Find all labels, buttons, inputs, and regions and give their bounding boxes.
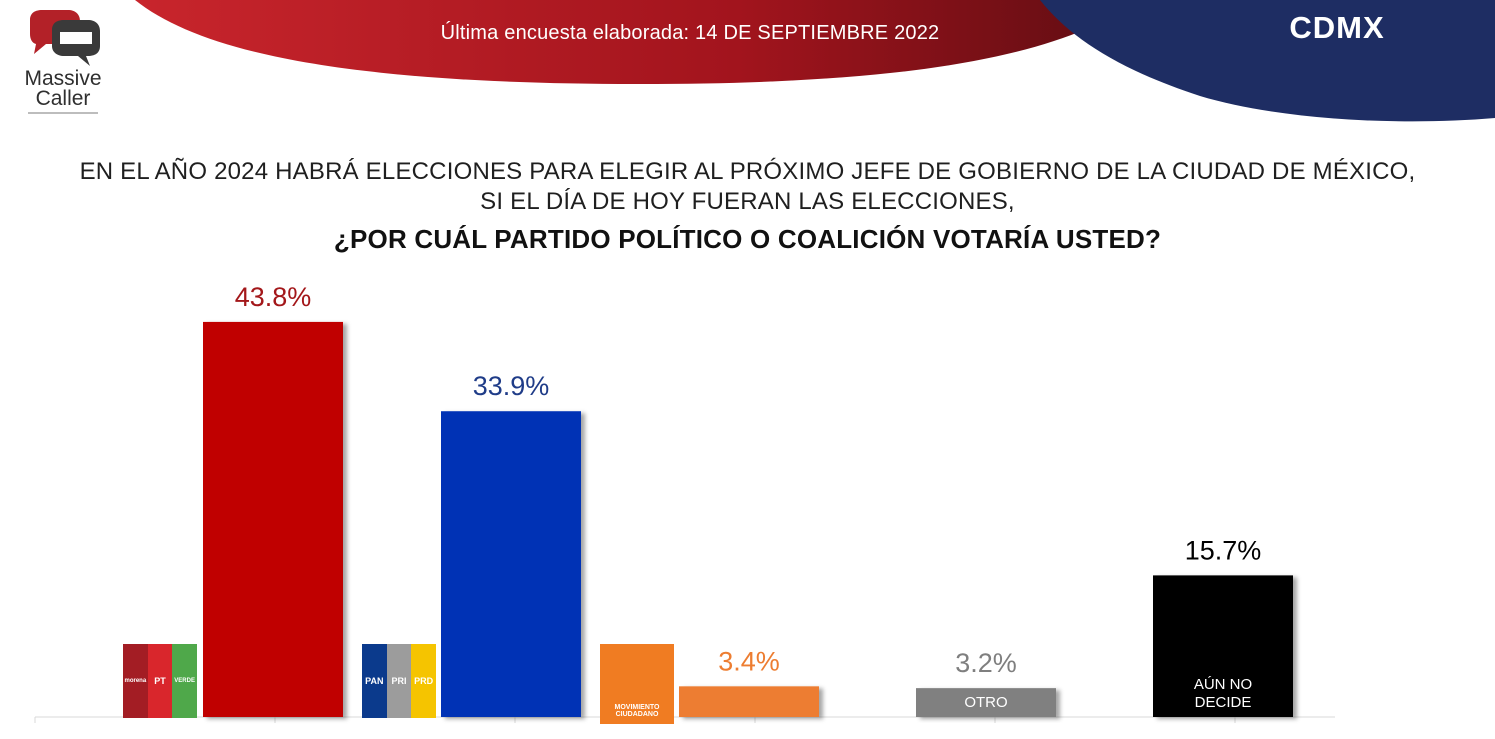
party-logo-segment: PRD <box>411 644 436 718</box>
brand-logo: Massive Caller <box>8 8 118 118</box>
bar-3 <box>679 686 819 717</box>
value-label-4: 3.2% <box>955 648 1017 678</box>
pan-pri-prd-logo: PAN PRI PRD <box>362 644 436 718</box>
inside-label-4: OTRO <box>964 694 1007 711</box>
party-logo-segment: VERDE <box>172 644 197 718</box>
party-logo-segment: MOVIMIENTO CIUDADANO <box>600 644 674 724</box>
party-logo-segment: morena <box>123 644 148 718</box>
value-label-2: 33.9% <box>473 371 550 401</box>
bar-4 <box>916 688 1056 717</box>
value-label-3: 3.4% <box>718 646 780 676</box>
question-line-3: ¿POR CUÁL PARTIDO POLÍTICO O COALICIÓN V… <box>333 224 1162 254</box>
value-label-1: 43.8% <box>235 282 312 312</box>
chat-bubbles-icon <box>30 10 100 66</box>
value-label-5: 15.7% <box>1185 535 1262 565</box>
header-banner <box>135 0 1495 122</box>
inside-label-5: AÚN NO DECIDE <box>1194 676 1252 711</box>
banner-navy-shape <box>1040 0 1495 122</box>
brand-name-line1: Massive <box>24 67 102 90</box>
bar-2 <box>441 411 581 717</box>
brand-tagline <box>28 112 98 114</box>
question-line-1: EN EL AÑO 2024 HABRÁ ELECCIONES PARA ELE… <box>79 158 1416 185</box>
banner-red-shape <box>135 0 1140 84</box>
region-title: CDMX <box>1289 10 1385 45</box>
question-line-2: SI EL DÍA DE HOY FUERAN LAS ELECCIONES, <box>480 188 1015 215</box>
bar-5 <box>1153 575 1293 717</box>
brand-name-line2: Caller <box>35 87 91 110</box>
vote-intention-chart: 43.8% 33.9% 3.4% 3.2% OTRO 15.7% AÚN NO DECIDE <box>34 282 1335 723</box>
party-logo-segment: PAN <box>362 644 387 718</box>
party-logo-segment: PRI <box>386 644 412 718</box>
survey-date: Última encuesta elaborada: 14 DE SEPTIEM… <box>440 22 940 44</box>
party-logo-segment: PT <box>147 644 173 718</box>
movimiento-ciudadano-logo: MOVIMIENTO CIUDADANO <box>600 644 674 724</box>
bar-1 <box>203 321 343 717</box>
morena-pt-verde-logo: morena PT VERDE <box>123 644 197 718</box>
